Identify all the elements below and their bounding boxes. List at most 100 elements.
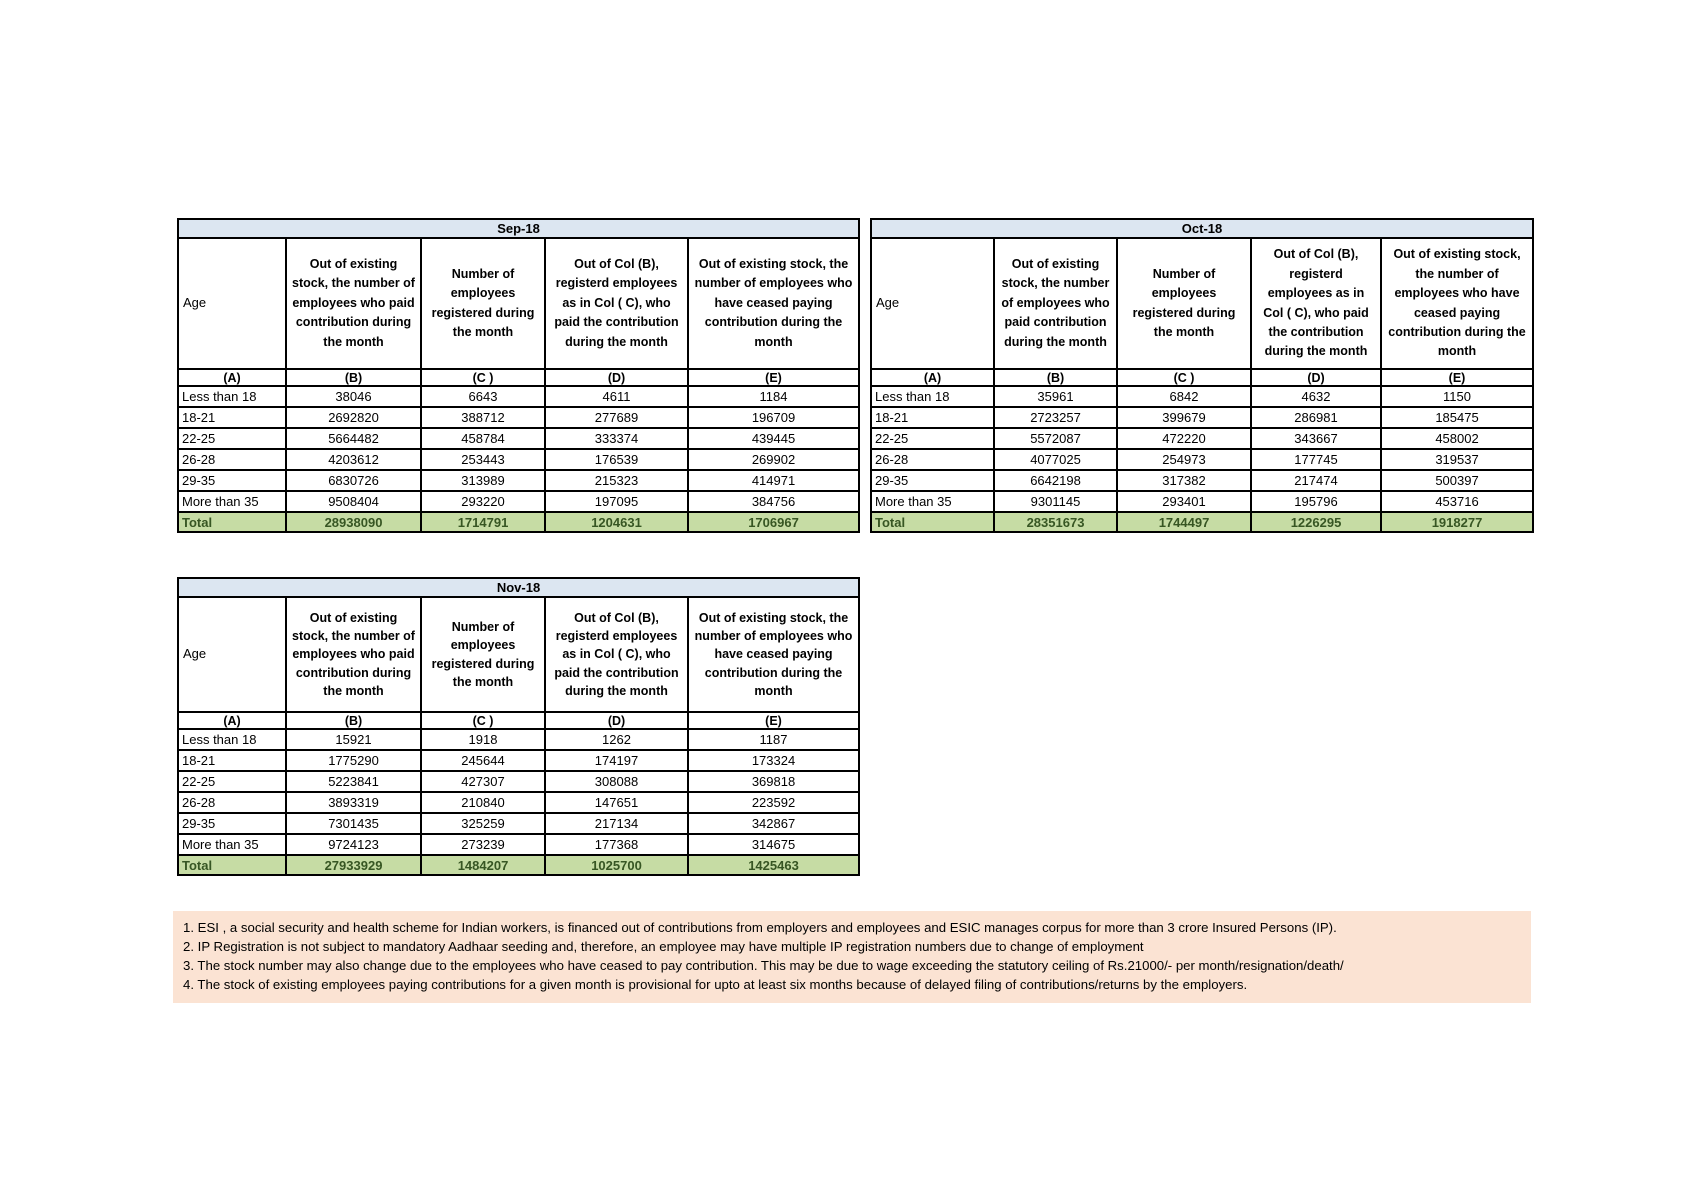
value-cell: 369818 [686, 770, 861, 793]
total-value-cell: 1744497 [1116, 511, 1252, 533]
table-row: 26-28 4077025 254973 177745 319537 [870, 448, 1535, 471]
column-header-e: Out of existing stock, the number of emp… [1379, 237, 1535, 370]
month-title: Nov-18 [176, 577, 861, 598]
table-row: Less than 18 38046 6643 4611 1184 [177, 385, 861, 408]
age-cell: More than 35 [177, 833, 287, 856]
value-cell: 269902 [686, 448, 861, 471]
value-cell: 3893319 [285, 791, 422, 814]
table-sep-18: Sep-18 Age Out of existing stock, the nu… [176, 218, 861, 533]
month-header-row: Sep-18 [176, 218, 861, 239]
column-header-age: Age [177, 237, 287, 370]
month-title: Oct-18 [869, 218, 1535, 239]
value-cell: 9508404 [285, 490, 422, 513]
value-cell: 343667 [1250, 427, 1382, 450]
value-cell: 35961 [993, 385, 1118, 408]
table-row: 29-35 6830726 313989 215323 414971 [177, 469, 861, 492]
value-cell: 217474 [1250, 469, 1382, 492]
value-cell: 4203612 [285, 448, 422, 471]
note-line: 3. The stock number may also change due … [183, 958, 1344, 973]
age-cell: 18-21 [870, 406, 995, 429]
column-letter-a: (A) [177, 368, 287, 387]
age-cell: 18-21 [177, 406, 287, 429]
table-oct-18: Oct-18 Age Out of existing stock, the nu… [869, 218, 1535, 533]
value-cell: 174197 [544, 749, 689, 772]
table-row: 18-21 2692820 388712 277689 196709 [177, 406, 861, 429]
value-cell: 217134 [544, 812, 689, 835]
table-nov-18: Nov-18 Age Out of existing stock, the nu… [176, 577, 861, 876]
value-cell: 439445 [686, 427, 861, 450]
value-cell: 342867 [686, 812, 861, 835]
value-cell: 9301145 [993, 490, 1118, 513]
table-row: More than 35 9724123 273239 177368 314675 [177, 833, 861, 856]
total-value-cell: 1714791 [420, 511, 546, 533]
table-row: 22-25 5664482 458784 333374 439445 [177, 427, 861, 450]
total-value-cell: 1025700 [544, 854, 689, 876]
age-cell: Less than 18 [177, 728, 287, 751]
column-header-row: Age Out of existing stock, the number of… [177, 237, 861, 370]
column-letter-a: (A) [870, 368, 995, 387]
age-cell: 22-25 [177, 427, 287, 450]
table-row: More than 35 9508404 293220 197095 384756 [177, 490, 861, 513]
column-letter-e: (E) [686, 368, 861, 387]
value-cell: 6830726 [285, 469, 422, 492]
value-cell: 388712 [420, 406, 546, 429]
age-cell: 26-28 [177, 448, 287, 471]
column-header-c: Number of employees registered during th… [420, 596, 546, 713]
value-cell: 7301435 [285, 812, 422, 835]
age-cell: 26-28 [177, 791, 287, 814]
value-cell: 458002 [1379, 427, 1535, 450]
value-cell: 293401 [1116, 490, 1252, 513]
value-cell: 277689 [544, 406, 689, 429]
age-cell: Less than 18 [177, 385, 287, 408]
column-header-d: Out of Col (B), registerd employees as i… [544, 596, 689, 713]
value-cell: 254973 [1116, 448, 1252, 471]
value-cell: 319537 [1379, 448, 1535, 471]
total-label-cell: Total [177, 511, 287, 533]
value-cell: 6842 [1116, 385, 1252, 408]
table-row: More than 35 9301145 293401 195796 453716 [870, 490, 1535, 513]
column-header-b: Out of existing stock, the number of emp… [993, 237, 1118, 370]
column-letter-b: (B) [285, 368, 422, 387]
column-letter-c: (C ) [420, 368, 546, 387]
value-cell: 5664482 [285, 427, 422, 450]
table-row: Less than 18 15921 1918 1262 1187 [177, 728, 861, 751]
column-header-e: Out of existing stock, the number of emp… [686, 596, 861, 713]
age-cell: Less than 18 [870, 385, 995, 408]
month-header-row: Nov-18 [176, 577, 861, 598]
table-row: 26-28 3893319 210840 147651 223592 [177, 791, 861, 814]
age-cell: 22-25 [870, 427, 995, 450]
value-cell: 185475 [1379, 406, 1535, 429]
column-letter-row: (A) (B) (C ) (D) (E) [177, 368, 861, 387]
value-cell: 293220 [420, 490, 546, 513]
table-row: 22-25 5572087 472220 343667 458002 [870, 427, 1535, 450]
value-cell: 1150 [1379, 385, 1535, 408]
total-label-cell: Total [177, 854, 287, 876]
age-cell: More than 35 [870, 490, 995, 513]
value-cell: 325259 [420, 812, 546, 835]
value-cell: 176539 [544, 448, 689, 471]
column-letter-d: (D) [544, 368, 689, 387]
age-cell: 18-21 [177, 749, 287, 772]
total-row: Total 27933929 1484207 1025700 1425463 [177, 854, 861, 876]
column-letter-b: (B) [993, 368, 1118, 387]
column-letter-row: (A) (B) (C ) (D) (E) [177, 711, 861, 730]
total-value-cell: 27933929 [285, 854, 422, 876]
value-cell: 177745 [1250, 448, 1382, 471]
age-cell: 22-25 [177, 770, 287, 793]
value-cell: 6642198 [993, 469, 1118, 492]
value-cell: 286981 [1250, 406, 1382, 429]
age-cell: 29-35 [870, 469, 995, 492]
value-cell: 177368 [544, 833, 689, 856]
age-cell: 29-35 [177, 812, 287, 835]
value-cell: 245644 [420, 749, 546, 772]
column-header-e: Out of existing stock, the number of emp… [686, 237, 861, 370]
value-cell: 6643 [420, 385, 546, 408]
value-cell: 1184 [686, 385, 861, 408]
value-cell: 223592 [686, 791, 861, 814]
table-row: 29-35 6642198 317382 217474 500397 [870, 469, 1535, 492]
value-cell: 317382 [1116, 469, 1252, 492]
value-cell: 2723257 [993, 406, 1118, 429]
month-header-row: Oct-18 [869, 218, 1535, 239]
column-header-c: Number of employees registered during th… [1116, 237, 1252, 370]
column-header-row: Age Out of existing stock, the number of… [870, 237, 1535, 370]
